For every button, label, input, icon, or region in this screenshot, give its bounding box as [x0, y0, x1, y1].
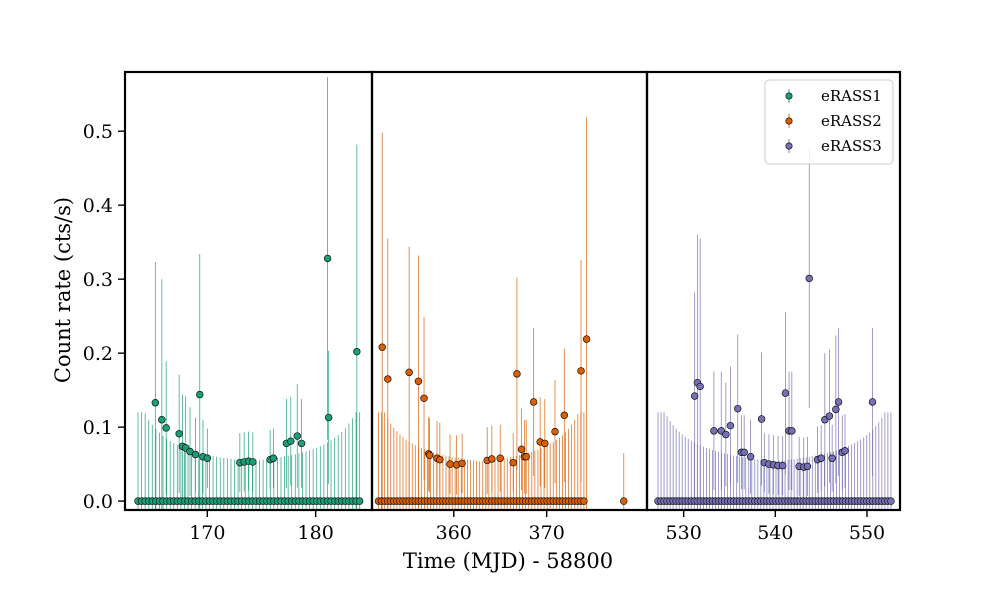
- data-point: [817, 454, 825, 462]
- data-point: [378, 343, 386, 351]
- data-point: [560, 411, 569, 419]
- data-point: [841, 447, 849, 455]
- y-axis: 0.0 0.1 0.2 0.3 0.4 0.5: [83, 121, 125, 513]
- zero-point: [887, 497, 895, 505]
- data-point: [746, 453, 755, 461]
- data-point: [269, 454, 278, 462]
- data-point: [384, 375, 392, 383]
- panel-eRASS1: 170 180: [123, 70, 374, 544]
- data-point: [458, 459, 466, 468]
- panel-eRASS2: 360 370: [370, 70, 649, 544]
- data-point: [509, 458, 517, 467]
- data-point: [690, 392, 699, 400]
- data-point: [522, 453, 530, 461]
- data-point: [868, 398, 877, 406]
- data-point: [405, 368, 413, 377]
- data-point: [805, 274, 813, 283]
- data-point: [828, 454, 836, 462]
- zero-point: [355, 497, 364, 505]
- data-point: [151, 399, 160, 407]
- x-tick-label: 530: [666, 522, 702, 544]
- zero-point: [620, 497, 628, 505]
- data-point: [196, 390, 204, 399]
- data-point: [517, 445, 526, 454]
- x-tick-label: 550: [849, 522, 885, 544]
- data-point: [353, 347, 361, 356]
- data-point: [834, 398, 843, 406]
- data-point: [781, 389, 790, 397]
- y-axis-label: Count rate (cts/s): [51, 197, 75, 383]
- data-point: [249, 458, 257, 466]
- data-point: [323, 254, 332, 263]
- data-point: [324, 413, 333, 422]
- legend: eRASS1 eRASS2 eRASS3: [764, 79, 894, 165]
- y-tick-label: 0.4: [83, 195, 113, 217]
- data-point: [577, 367, 585, 375]
- y-tick-label: 0.2: [83, 343, 113, 365]
- zero-point: [580, 497, 588, 505]
- legend-marker: [785, 117, 793, 125]
- x-tick-label: 180: [298, 522, 334, 544]
- data-point: [297, 439, 306, 448]
- data-point: [293, 432, 301, 440]
- panel-eRASS3: 530 540 550: [645, 70, 902, 544]
- data-point: [788, 427, 796, 435]
- data-point: [722, 430, 730, 439]
- data-point: [287, 437, 295, 445]
- data-point: [158, 416, 166, 424]
- data-point: [778, 461, 787, 470]
- x-tick-label: 540: [757, 522, 793, 544]
- data-point: [191, 450, 200, 459]
- x-tick-label: 360: [436, 522, 472, 544]
- data-point: [734, 404, 742, 413]
- y-tick-label: 0.0: [83, 491, 113, 513]
- data-point: [414, 377, 423, 385]
- data-point: [446, 460, 454, 468]
- legend-marker: [785, 92, 793, 100]
- data-point: [551, 427, 559, 436]
- legend-marker: [785, 142, 793, 150]
- data-point: [740, 448, 748, 456]
- chart-panels: 170 180 360 370 530 540 550: [123, 70, 902, 544]
- data-point: [541, 439, 549, 448]
- y-tick-label: 0.3: [83, 269, 113, 291]
- x-tick-label: 370: [529, 522, 565, 544]
- data-point: [436, 455, 444, 464]
- data-point: [825, 412, 834, 420]
- data-point: [203, 454, 212, 462]
- legend-box: [764, 79, 894, 165]
- data-point: [726, 421, 735, 430]
- panel-frame: [645, 70, 902, 512]
- data-point: [420, 394, 428, 402]
- legend-label: eRASS2: [821, 112, 882, 130]
- x-tick-label: 170: [189, 522, 225, 544]
- data-point: [175, 430, 183, 438]
- data-point: [513, 370, 521, 378]
- data-point: [582, 335, 591, 343]
- legend-label: eRASS3: [821, 137, 882, 155]
- data-point: [162, 424, 170, 432]
- data-point: [425, 451, 434, 459]
- data-point: [488, 455, 496, 463]
- data-point: [529, 398, 538, 406]
- panel-frame: [370, 70, 649, 512]
- data-point: [696, 382, 704, 391]
- data-point: [710, 427, 718, 435]
- data-point: [496, 454, 504, 462]
- data-point: [757, 415, 766, 423]
- legend-label: eRASS1: [821, 87, 882, 105]
- y-tick-label: 0.5: [83, 121, 113, 143]
- data-point: [832, 405, 840, 414]
- data-point: [803, 462, 812, 471]
- x-axis-label: Time (MJD) - 58800: [403, 549, 613, 573]
- y-tick-label: 0.1: [83, 417, 113, 439]
